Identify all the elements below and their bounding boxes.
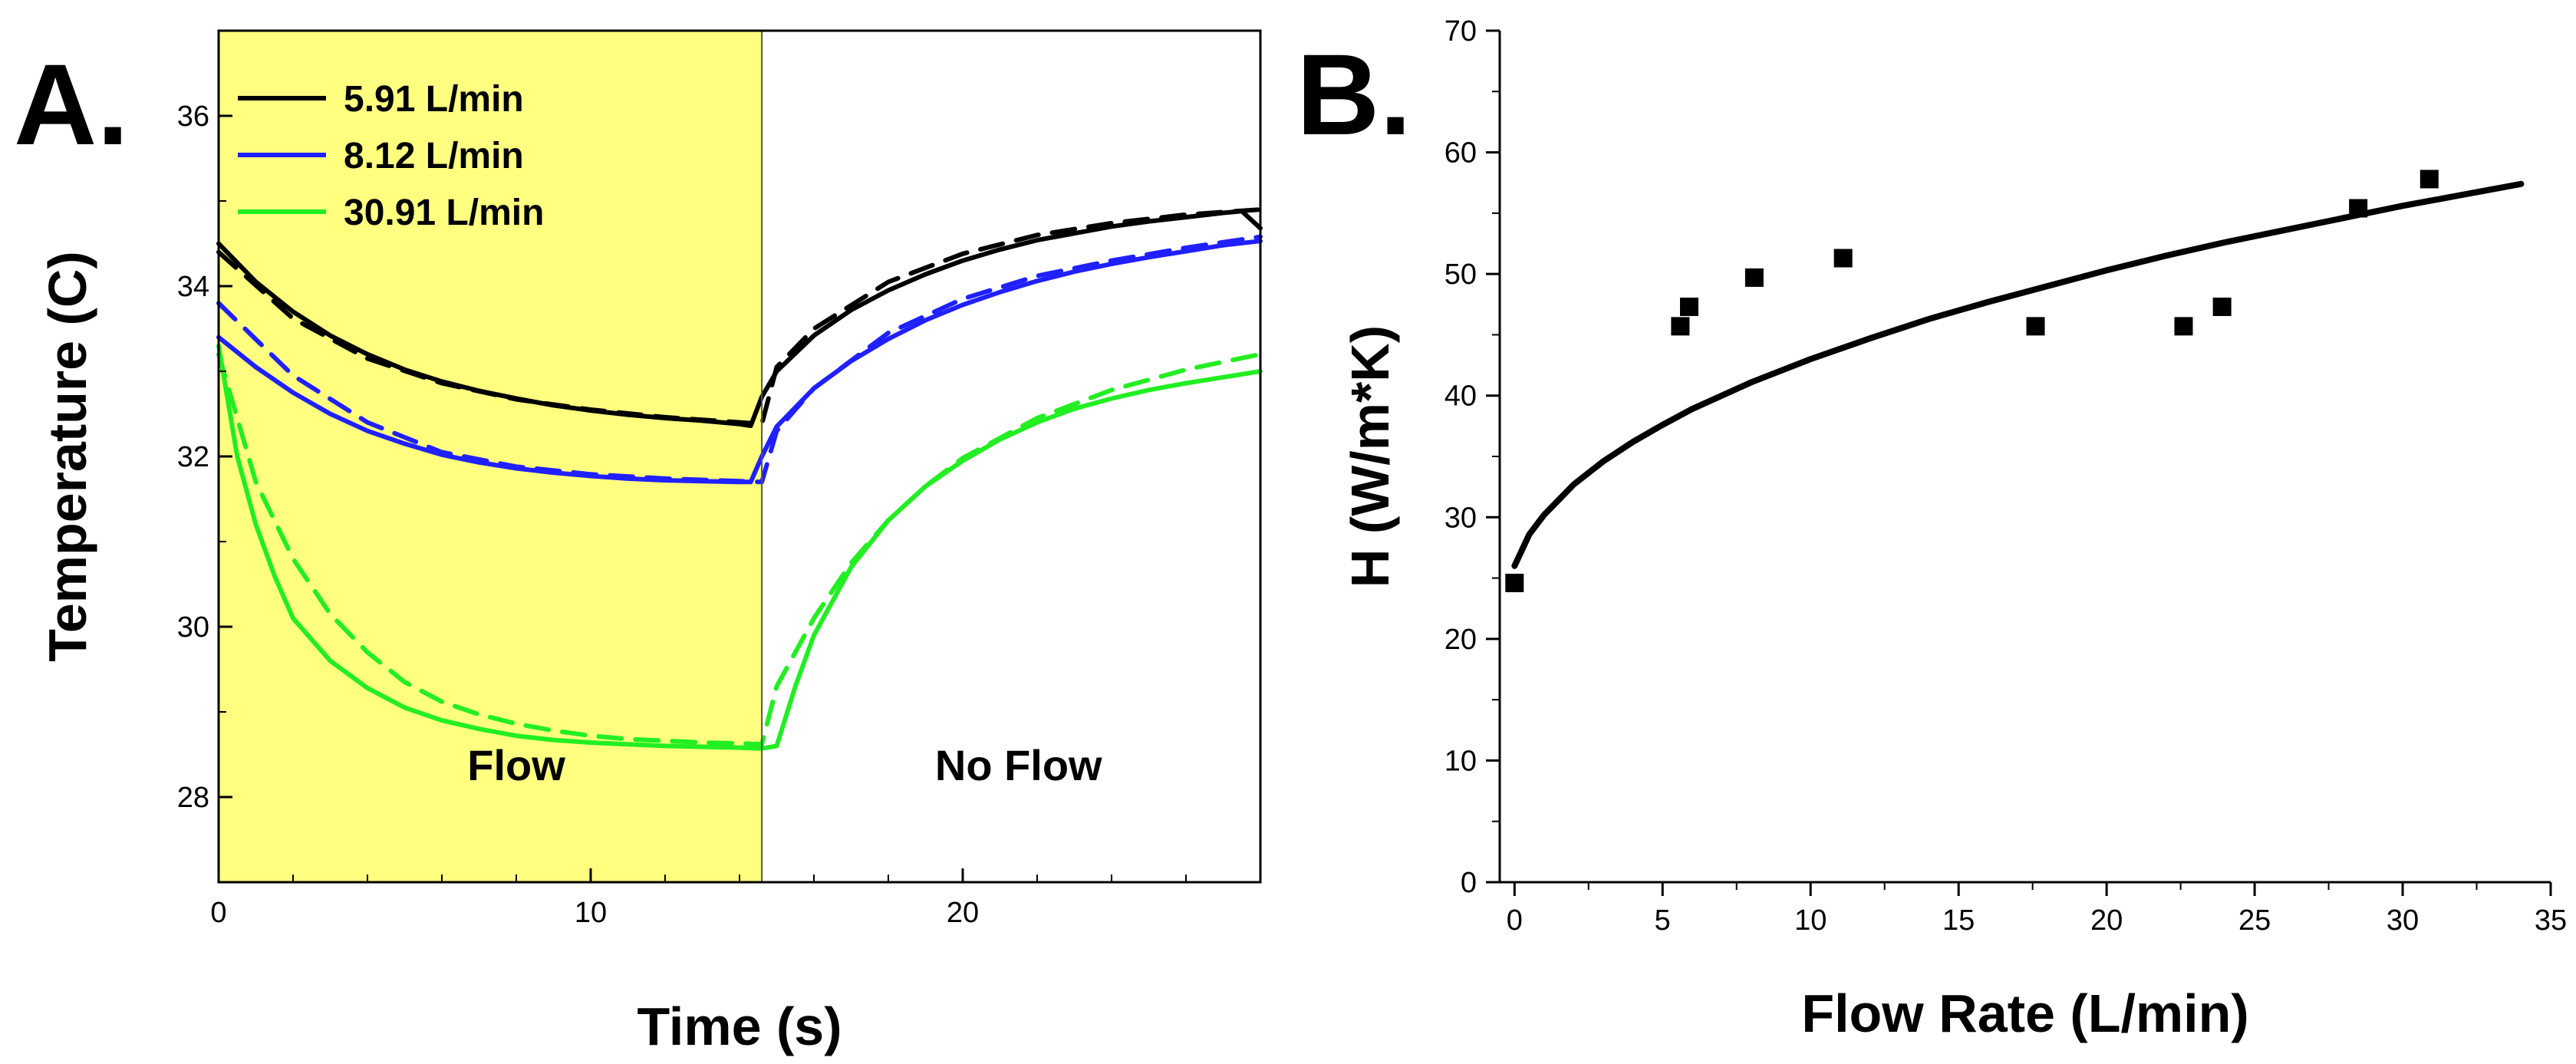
panel-a-legend: 5.91 L/min 8.12 L/min 30.91 L/min [238, 79, 544, 233]
y-tick-label-20: 20 [1444, 624, 1477, 656]
flow-region-label: Flow [467, 741, 565, 789]
panel-a-ticks: 0 10 20 28 30 32 34 36 [177, 30, 1187, 929]
data-point [2212, 297, 2232, 316]
data-point [1679, 297, 1698, 316]
fit-curve [1511, 180, 2525, 569]
y-tick-label-50: 50 [1444, 259, 1477, 291]
panel-b-ticks: 0 5 10 15 20 25 30 35 0 10 20 30 40 50 60 70 [1444, 15, 2567, 937]
panel-a-chart: 0 10 20 28 30 32 34 36 Flow No Flow 5.91 L/min … [14, 29, 1263, 1056]
y-tick-label-30: 30 [1444, 502, 1477, 534]
legend-label-30-91: 30.91 L/min [344, 193, 544, 233]
x-tick-label-15: 15 [1942, 904, 1975, 937]
y-tick-label-32: 32 [177, 441, 209, 473]
data-point [2349, 199, 2368, 218]
legend-label-8-12: 8.12 L/min [344, 136, 524, 176]
panel-a-x-axis-title: Time (s) [637, 996, 842, 1056]
series-line-30-91-l-min [216, 343, 1263, 751]
x-tick-label-10: 10 [575, 897, 607, 929]
panel-b-letter: B. [1296, 30, 1412, 159]
data-point [2420, 170, 2439, 189]
panel-b-fit-group [1511, 180, 2525, 569]
y-tick-label-10: 10 [1444, 745, 1477, 777]
series-line-5-91-l-min-fit [216, 207, 1263, 427]
panel-b-points-group [1505, 170, 2439, 592]
x-tick-label-35: 35 [2535, 904, 2567, 937]
data-point [1833, 249, 1853, 268]
y-tick-label-60: 60 [1444, 137, 1477, 170]
x-tick-label-20: 20 [947, 897, 979, 929]
y-tick-label-34: 34 [177, 271, 209, 303]
panel-a-letter: A. [14, 40, 129, 169]
panel-b-x-axis-title: Flow Rate (L/min) [1801, 983, 2248, 1043]
y-tick-label-36: 36 [177, 100, 209, 133]
y-tick-label-40: 40 [1444, 380, 1477, 413]
x-tick-label-0: 0 [210, 897, 226, 929]
panel-b-chart: 0 5 10 15 20 25 30 35 0 10 20 30 40 50 60 70 Flow Rate … [1296, 15, 2567, 1043]
no-flow-region-label: No Flow [935, 741, 1102, 789]
series-line-30-91-l-min-fit [216, 351, 1263, 747]
x-tick-label-0: 0 [1507, 904, 1523, 937]
data-point [2026, 317, 2045, 336]
legend-label-5-91: 5.91 L/min [344, 79, 524, 120]
x-tick-label-10: 10 [1794, 904, 1827, 937]
data-point [1505, 573, 1524, 592]
x-tick-label-5: 5 [1655, 904, 1671, 937]
y-tick-label-30: 30 [177, 611, 209, 644]
series-line-8-12-l-min [216, 239, 1263, 485]
x-tick-label-25: 25 [2238, 904, 2271, 937]
panel-a-y-axis-title: Temperature (C) [38, 251, 97, 661]
x-tick-label-30: 30 [2387, 904, 2419, 937]
data-point [2174, 317, 2193, 336]
y-tick-label-28: 28 [177, 782, 209, 814]
y-tick-label-0: 0 [1461, 867, 1477, 899]
panel-b-y-axis-title: H (W/m*K) [1340, 325, 1400, 588]
y-tick-label-70: 70 [1444, 15, 1477, 48]
data-point [1744, 268, 1764, 287]
data-point [1671, 317, 1690, 336]
x-tick-label-20: 20 [2090, 904, 2123, 937]
